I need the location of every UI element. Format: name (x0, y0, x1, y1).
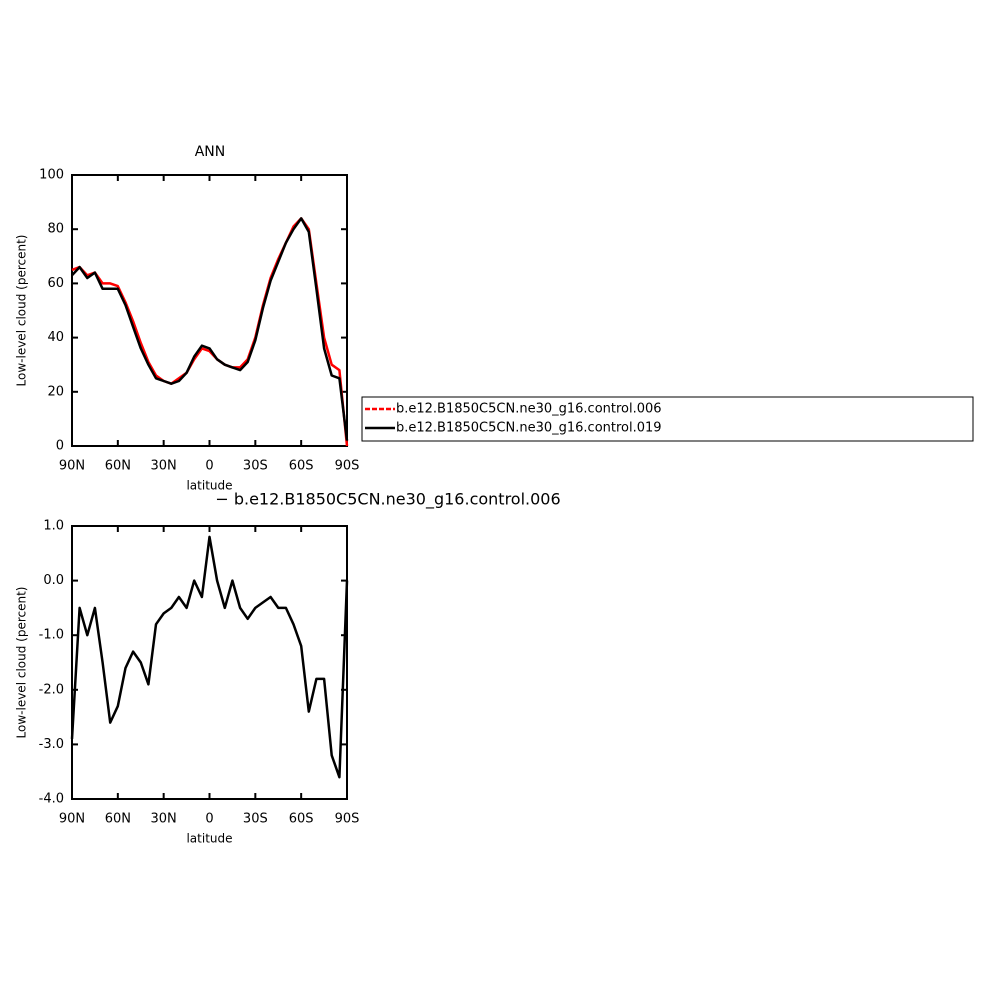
x-tick-label: 30S (243, 812, 268, 827)
x-tick-label: 90N (59, 459, 85, 474)
plot-frame (71, 525, 348, 800)
legend-label: b.e12.B1850C5CN.ne30_g16.control.006 (396, 402, 662, 417)
y-tick-label: 0.0 (43, 573, 64, 588)
x-axis-label: latitude (186, 832, 232, 846)
y-tick-label: 60 (47, 276, 64, 291)
chart-title: − b.e12.B1850C5CN.ne30_g16.control.006 (215, 490, 560, 510)
y-tick-label: -4.0 (39, 792, 64, 807)
y-axis-label: Low-level cloud (percent) (15, 235, 29, 387)
chart-title: ANN (195, 144, 226, 160)
legend-box (361, 396, 974, 442)
y-axis-label: Low-level cloud (percent) (15, 587, 29, 739)
y-tick-label: 40 (47, 330, 64, 345)
data-line (70, 535, 349, 779)
x-tick-label: 0 (205, 459, 213, 474)
y-tick-label: 20 (47, 384, 64, 399)
y-tick-label: 80 (47, 222, 64, 237)
data-line (71, 217, 349, 447)
x-tick-label: 0 (205, 812, 213, 827)
y-tick-label: 1.0 (43, 519, 64, 534)
x-tick-label: 60N (105, 812, 131, 827)
x-tick-label: 30N (151, 459, 177, 474)
y-tick-label: 100 (39, 168, 64, 183)
x-axis-label: latitude (186, 479, 232, 493)
x-tick-label: 90N (59, 812, 85, 827)
x-tick-label: 30S (243, 459, 268, 474)
x-tick-label: 30N (151, 812, 177, 827)
x-tick-label: 90S (335, 459, 360, 474)
plot-frame (71, 174, 348, 447)
y-tick-label: -2.0 (39, 682, 64, 697)
y-tick-label: -1.0 (39, 628, 64, 643)
x-tick-label: 90S (335, 812, 360, 827)
y-tick-label: -3.0 (39, 737, 64, 752)
legend-label: b.e12.B1850C5CN.ne30_g16.control.019 (396, 421, 662, 436)
x-tick-label: 60S (289, 812, 314, 827)
x-tick-label: 60N (105, 459, 131, 474)
data-line (71, 217, 349, 441)
y-tick-label: 0 (56, 439, 64, 454)
x-tick-label: 60S (289, 459, 314, 474)
